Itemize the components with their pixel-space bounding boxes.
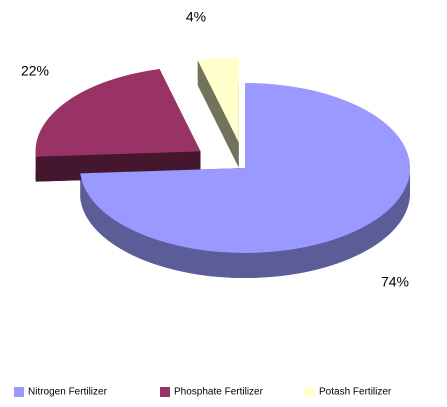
legend-label: Nitrogen Fertilizer: [28, 387, 108, 398]
slice-wall: [80, 168, 410, 278]
legend-swatch: [305, 387, 315, 397]
legend-swatch: [160, 387, 170, 397]
data-label: 22%: [21, 63, 49, 79]
slice: [80, 83, 411, 254]
legend-swatch: [14, 387, 24, 397]
data-label: 4%: [186, 9, 206, 25]
slice: [35, 69, 201, 157]
slice-edge-wall: [197, 60, 239, 168]
legend-label: Phosphate Fertilizer: [174, 387, 264, 398]
data-label: 74%: [381, 274, 409, 290]
slice: [197, 57, 239, 143]
legend-label: Potash Fertilizer: [319, 387, 392, 398]
